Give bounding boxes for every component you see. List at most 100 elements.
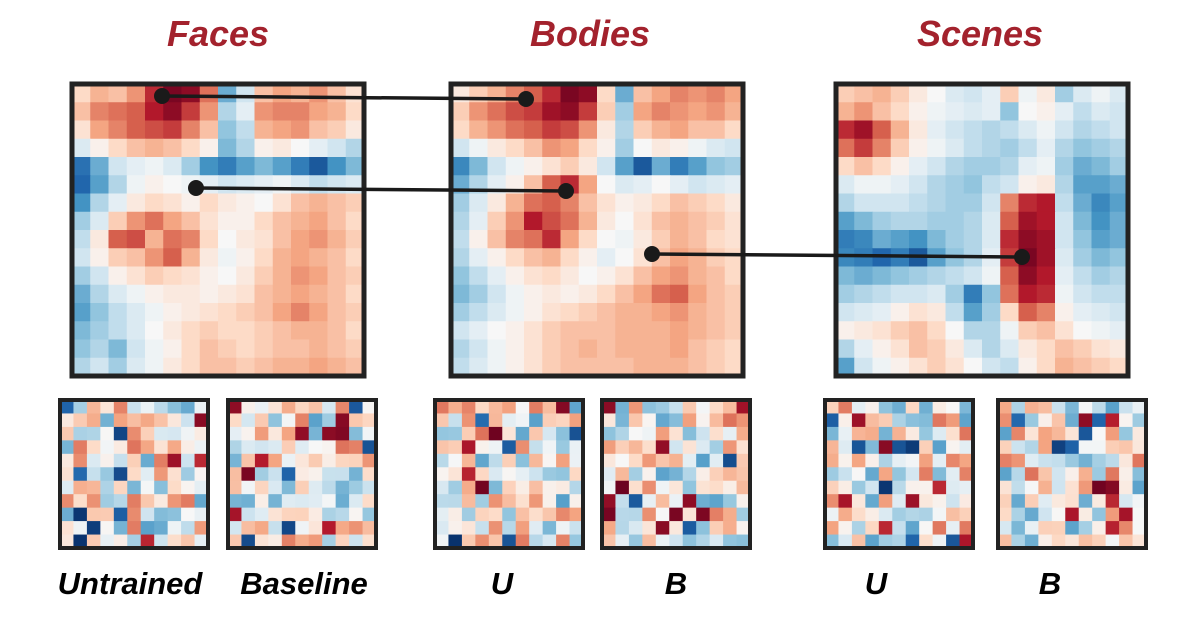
heatmap-cell <box>854 175 874 195</box>
heatmap-cell <box>291 357 310 377</box>
heatmap-cell <box>851 413 866 428</box>
heatmap-cell <box>963 339 983 359</box>
heatmap-cell <box>669 467 684 482</box>
heatmap-cell <box>872 193 892 213</box>
heatmap-cell <box>515 440 530 455</box>
heatmap-cell <box>108 175 128 195</box>
heatmap-cell <box>451 102 470 122</box>
heatmap-cell <box>872 175 892 195</box>
heatmap-cell <box>1000 284 1020 304</box>
heatmap-cell <box>529 534 544 549</box>
heatmap-cell <box>199 211 219 231</box>
heatmap-cell <box>451 211 470 231</box>
heatmap-cell <box>651 175 671 195</box>
heatmap-cell <box>309 230 329 249</box>
heatmap-cell <box>1000 321 1020 341</box>
heatmap-cell <box>469 211 489 231</box>
heatmap-cell <box>1109 266 1129 286</box>
heatmap-cell <box>1119 400 1134 415</box>
heatmap-cell <box>435 440 450 455</box>
heatmap-cell <box>723 413 738 428</box>
heatmap-cell <box>308 534 323 549</box>
heatmap-cell <box>1105 480 1120 495</box>
heatmap-cell <box>502 426 517 441</box>
heatmap-cell <box>736 426 751 441</box>
heatmap-cell <box>254 521 269 536</box>
heatmap-cell <box>309 102 329 122</box>
heatmap-cell <box>1109 321 1129 341</box>
heatmap-cell <box>281 467 296 482</box>
heatmap-cell <box>542 534 557 549</box>
heatmap-cell <box>291 157 310 176</box>
heatmap-cell <box>909 230 928 249</box>
heatmap-cell <box>865 440 880 455</box>
heatmap-cell <box>578 266 598 286</box>
heatmap-cell <box>905 413 920 428</box>
heatmap-cell <box>709 507 724 522</box>
heatmap-cell <box>642 534 657 549</box>
heatmap-cell <box>1038 494 1053 509</box>
heatmap-cell <box>309 175 329 195</box>
heatmap-cell <box>73 400 88 415</box>
heatmap-cell <box>959 453 974 468</box>
heatmap-cell <box>108 138 128 158</box>
heatmap-cell <box>706 357 726 377</box>
heatmap-cell <box>254 248 274 268</box>
heatmap-cell <box>542 284 562 304</box>
heatmap-cell <box>461 534 476 549</box>
heatmap-cell <box>254 266 274 286</box>
heatmap-cell <box>669 413 684 428</box>
heatmap-cell <box>1038 426 1053 441</box>
heatmap-cell <box>890 120 910 140</box>
heatmap-cell <box>945 175 965 195</box>
heatmap-cell <box>890 138 910 158</box>
heatmap-cell <box>1011 507 1026 522</box>
heatmap-cell <box>254 211 274 231</box>
heatmap-cell <box>542 138 562 158</box>
heatmap-cell <box>1024 400 1039 415</box>
heatmap-cell <box>163 120 183 140</box>
heatmap-cell <box>1092 453 1107 468</box>
heatmap-cell <box>322 400 337 415</box>
heatmap-cell <box>709 400 724 415</box>
heatmap-cell <box>1073 357 1093 377</box>
heatmap-cell <box>851 440 866 455</box>
heatmap-cell <box>723 453 738 468</box>
heatmap-cell <box>163 175 183 195</box>
heatmap-cell <box>281 413 296 428</box>
heatmap-cell <box>836 248 855 268</box>
heatmap-cell <box>145 175 164 195</box>
heatmap-cell <box>1091 357 1111 377</box>
heatmap-cell <box>1000 211 1020 231</box>
heatmap-cell <box>167 467 182 482</box>
heatmap-cell <box>529 480 544 495</box>
heatmap-cell <box>309 211 329 231</box>
heatmap-cell <box>218 175 237 195</box>
heatmap-cell <box>597 211 616 231</box>
heatmap-cell <box>682 480 697 495</box>
heatmap-cell <box>1109 84 1129 103</box>
heatmap-cell <box>349 480 364 495</box>
heatmap-cell <box>854 248 874 268</box>
heatmap-cell <box>90 193 110 213</box>
heatmap-cell <box>615 357 635 377</box>
heatmap-cell <box>1011 521 1026 536</box>
heatmap-cell <box>633 175 653 195</box>
heatmap-cell <box>281 507 296 522</box>
heatmap-cell <box>628 400 643 415</box>
heatmap-cell <box>126 84 146 103</box>
heatmap-cell <box>872 321 892 341</box>
heatmap-cell <box>236 102 256 122</box>
heatmap-cell <box>1018 120 1038 140</box>
heatmap-cell <box>542 480 557 495</box>
heatmap-cell <box>838 426 853 441</box>
heatmap-cell <box>72 303 91 322</box>
heatmap-cell <box>199 193 219 213</box>
heatmap-cell <box>633 102 653 122</box>
heatmap-cell <box>892 494 907 509</box>
heatmap-cell <box>602 467 617 482</box>
heatmap-cell <box>1109 230 1129 249</box>
heatmap-cell <box>291 193 310 213</box>
heatmap-cell <box>1132 413 1147 428</box>
heatmap-cell <box>163 266 183 286</box>
